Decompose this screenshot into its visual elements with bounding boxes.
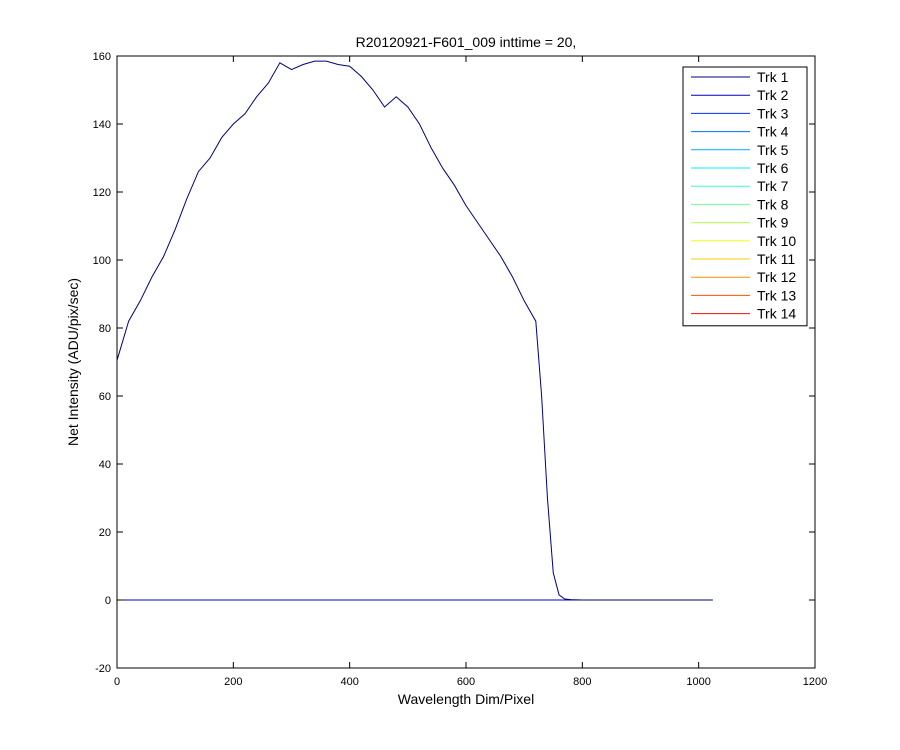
x-tick-label: 0	[114, 676, 120, 688]
legend-label: Trk 11	[757, 251, 795, 267]
legend: Trk 1 Trk 2 Trk 3 Trk 4 Trk 5 Trk 6 Trk 7 Trk 8…	[682, 66, 808, 327]
y-axis-label: Net Intensity (ADU/pix/sec)	[65, 278, 81, 446]
legend-box	[682, 66, 808, 327]
legend-label: Trk 2	[757, 87, 789, 103]
y-tick-label: 20	[99, 527, 111, 539]
x-tick-label: 1200	[803, 676, 827, 688]
y-tick-label: -20	[95, 663, 111, 675]
y-tick-label: 120	[93, 187, 111, 199]
legend-label: Trk 12	[757, 269, 796, 285]
y-tick-label: 60	[99, 391, 111, 403]
ticks-layer: 0 200 400 600 800 1000 1200-200204060801001201…	[93, 51, 828, 688]
x-tick-label: 1000	[686, 676, 710, 688]
x-tick-label: 600	[457, 676, 475, 688]
series-line-trk-1	[116, 60, 713, 601]
chart-title: R20120921-F601_009 inttime = 20,	[356, 34, 577, 50]
y-tick-label: 0	[105, 595, 111, 607]
legend-label: Trk 1	[757, 69, 789, 85]
legend-label: Trk 4	[757, 124, 789, 140]
legend-label: Trk 3	[757, 105, 789, 121]
legend-label: Trk 6	[757, 160, 789, 176]
legend-label: Trk 5	[757, 142, 789, 158]
y-tick-label: 40	[99, 459, 111, 471]
legend-label: Trk 13	[757, 287, 796, 303]
legend-label: Trk 7	[757, 178, 789, 194]
y-tick-label: 80	[99, 323, 111, 335]
x-tick-label: 400	[340, 676, 358, 688]
series-layer	[116, 60, 713, 601]
x-tick-label: 800	[573, 676, 591, 688]
legend-label: Trk 9	[757, 215, 789, 231]
x-tick-label: 200	[224, 676, 242, 688]
x-axis-label: Wavelength Dim/Pixel	[398, 691, 534, 707]
y-tick-label: 140	[93, 119, 111, 131]
legend-label: Trk 10	[757, 233, 796, 249]
y-tick-label: 160	[93, 51, 111, 63]
y-tick-label: 100	[93, 255, 111, 267]
legend-label: Trk 8	[757, 196, 789, 212]
legend-label: Trk 14	[757, 306, 796, 322]
